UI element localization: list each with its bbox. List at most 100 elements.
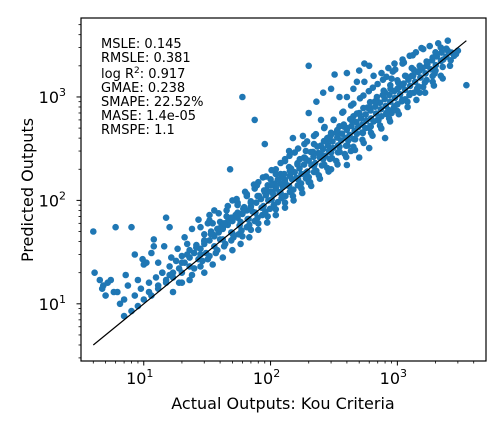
data-point	[300, 154, 308, 161]
data-point	[277, 159, 284, 167]
data-point	[343, 93, 351, 101]
data-point	[416, 62, 424, 70]
data-point	[346, 115, 354, 123]
data-point	[437, 44, 445, 51]
data-point	[237, 240, 244, 248]
data-point	[220, 220, 228, 227]
data-point	[383, 73, 390, 81]
metric-msle: MSLE: 0.145	[101, 37, 182, 52]
data-point	[388, 75, 395, 82]
data-point	[168, 254, 175, 261]
y-tick-label: 103	[39, 86, 66, 107]
points-layer	[90, 37, 470, 320]
identity-line	[92, 40, 467, 346]
data-point	[374, 80, 381, 88]
data-point	[327, 85, 335, 93]
data-point	[154, 259, 162, 267]
data-point	[261, 140, 269, 148]
data-point	[334, 126, 341, 134]
data-point	[254, 214, 261, 221]
data-point	[91, 269, 98, 277]
data-point	[380, 87, 388, 94]
data-point	[222, 240, 229, 248]
data-point	[289, 134, 297, 142]
data-point	[385, 64, 392, 72]
data-point	[331, 71, 338, 78]
data-point	[353, 110, 361, 117]
data-point	[294, 182, 302, 189]
data-point	[366, 122, 374, 130]
data-point	[303, 138, 311, 145]
data-point	[238, 227, 245, 234]
data-point	[336, 93, 343, 101]
data-point	[423, 58, 430, 65]
data-point	[342, 142, 350, 149]
data-point	[201, 237, 208, 244]
data-point	[239, 93, 246, 101]
data-point	[334, 161, 341, 168]
x-tick-label: 102	[253, 367, 280, 388]
plot-frame	[80, 17, 487, 362]
data-point	[166, 223, 173, 231]
data-point	[286, 152, 293, 160]
data-point	[302, 175, 310, 182]
data-point	[446, 62, 454, 70]
data-point	[169, 269, 177, 277]
y-tick-label: 102	[39, 189, 66, 210]
data-point	[319, 155, 327, 163]
data-point	[110, 288, 118, 296]
data-point	[369, 132, 376, 139]
data-point	[432, 49, 439, 56]
data-point	[365, 62, 373, 70]
data-point	[172, 257, 180, 265]
data-point	[104, 279, 111, 287]
data-point	[362, 111, 370, 118]
data-point	[286, 188, 294, 196]
data-point	[400, 59, 408, 66]
data-point	[226, 166, 234, 173]
data-point	[134, 276, 142, 284]
data-point	[339, 109, 346, 116]
data-point	[145, 279, 153, 287]
data-point	[96, 276, 104, 284]
data-point	[294, 176, 302, 183]
data-point	[234, 209, 241, 216]
data-point	[206, 237, 213, 244]
data-point	[312, 130, 320, 138]
data-point	[272, 211, 280, 219]
data-point	[330, 116, 337, 124]
data-point	[429, 54, 437, 61]
data-point	[260, 187, 268, 194]
data-point	[340, 121, 348, 128]
data-point	[334, 149, 342, 156]
data-point	[281, 204, 289, 211]
data-point	[230, 234, 237, 241]
data-point	[201, 269, 208, 277]
data-point	[407, 89, 414, 97]
data-point	[178, 252, 186, 260]
data-point	[302, 147, 310, 155]
data-point	[365, 144, 373, 152]
y-tick-label: 101	[39, 293, 66, 314]
data-point	[263, 219, 271, 226]
data-point	[347, 102, 355, 109]
data-point	[241, 188, 249, 196]
data-point	[326, 155, 334, 163]
data-point	[378, 125, 385, 132]
data-point	[154, 285, 162, 293]
data-point	[181, 259, 188, 267]
data-point	[197, 263, 204, 270]
metric-log-r2-value: : 0.917	[140, 67, 186, 82]
data-point	[314, 143, 321, 150]
data-point	[201, 231, 208, 238]
data-point	[137, 285, 145, 293]
metric-log-r2: log R2: 0.917	[101, 66, 185, 82]
data-point	[353, 78, 361, 86]
ticks-layer: 101 102 103 101 102 103	[39, 24, 475, 388]
data-point	[120, 296, 128, 303]
data-point	[112, 223, 119, 231]
data-point	[376, 99, 384, 107]
data-point	[350, 85, 357, 93]
data-point	[317, 116, 325, 124]
data-point	[430, 82, 438, 89]
